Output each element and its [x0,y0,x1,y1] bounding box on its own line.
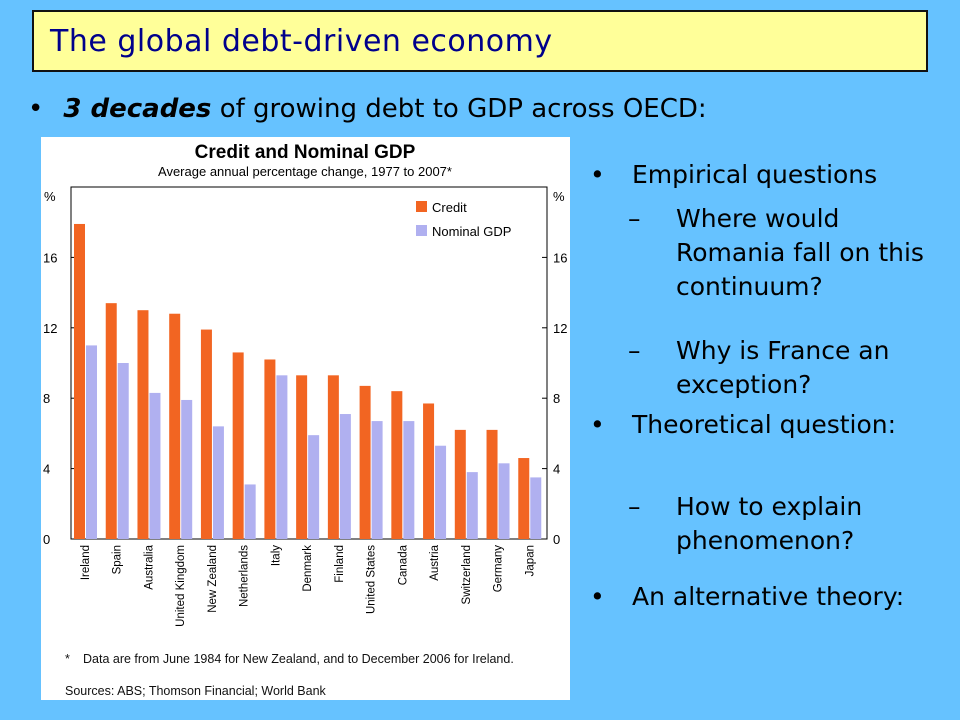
x-tick-label: Italy [270,545,282,566]
bar-nominal-gdp [498,463,510,539]
bar-nominal-gdp [181,399,193,539]
bullet-marker: • [590,160,605,189]
x-tick-label: Switzerland [461,545,473,604]
intro-emphasis: 3 decades [63,94,212,124]
x-tick-label: Spain [112,545,124,574]
x-tick-label: Japan [524,545,536,576]
y-tick-label-left: 0 [43,532,50,547]
bar-nominal-gdp [86,345,97,539]
x-tick-label: United States [366,545,378,614]
bar-credit [518,458,530,539]
bar-nominal-gdp [212,426,224,539]
y-axis-unit-left: % [44,189,56,204]
intro-bullet: • 3 decades of growing debt to GDP across… [28,94,707,124]
x-tick-label: Denmark [302,545,314,592]
bar-nominal-gdp [149,392,161,539]
y-tick-label-right: 8 [553,391,560,406]
legend-swatch [416,201,427,212]
bar-credit [327,375,339,539]
bullet-marker: • [590,582,605,611]
x-tick-label: Australia [143,544,155,589]
x-tick-label: Canada [397,544,409,585]
right-bullet-text: How to explain phenomenon? [676,492,863,555]
bar-credit [169,313,181,539]
right-bullet-text: Empirical questions [632,160,878,189]
y-tick-label-left: 12 [43,321,57,336]
bar-credit [137,310,149,539]
x-tick-label: Germany [493,545,505,593]
x-tick-label: Ireland [80,545,92,580]
right-bullet-text: Where would Romania fall on this continu… [676,204,924,301]
bar-nominal-gdp [466,472,478,539]
chart-panel: Credit and Nominal GDP Average annual per… [41,137,570,700]
chart-sources: Sources: ABS; Thomson Financial; World B… [65,684,326,698]
bar-nominal-gdp [276,375,288,539]
bar-credit [391,391,403,539]
bar-credit [105,303,117,539]
legend-label: Credit [432,200,467,215]
y-tick-label-right: 0 [553,532,560,547]
bar-credit [359,385,371,539]
y-tick-label-right: 12 [553,321,567,336]
bullet-marker: – [628,492,641,521]
bar-nominal-gdp [308,435,320,539]
bar-credit [264,359,276,539]
bar-credit [74,223,85,539]
footnote-text: Data are from June 1984 for New Zealand,… [83,652,514,666]
right-bullet-text: An alternative theory: [632,582,905,611]
title-box: The global debt-driven economy [32,10,928,72]
x-tick-label: Austria [429,544,441,580]
x-tick-label: United Kingdom [175,545,187,627]
bar-nominal-gdp [530,477,542,539]
bar-nominal-gdp [117,363,129,539]
y-axis-unit-right: % [553,189,565,204]
bar-credit [232,352,244,539]
bullet-marker: – [628,336,641,365]
right-bullet-text: Theoretical question: [632,410,897,439]
bullet-marker: – [628,204,641,233]
legend-swatch [416,225,427,236]
bar-credit [454,429,466,539]
bar-nominal-gdp [403,421,415,539]
bar-nominal-gdp [339,414,351,539]
chart-title: Credit and Nominal GDP [195,142,416,163]
footnote-marker: * [65,652,70,666]
chart-subtitle: Average annual percentage change, 1977 t… [158,164,452,179]
bar-nominal-gdp [371,421,383,539]
slide-title: The global debt-driven economy [50,24,553,59]
bullet-marker: • [590,410,605,439]
bar-credit [486,429,498,539]
x-tick-label: Finland [334,545,346,583]
right-bullet-text: Why is France an exception? [676,336,890,399]
bar-credit [200,329,212,539]
bar-nominal-gdp [435,445,447,539]
y-tick-label-right: 4 [553,462,560,477]
legend-label: Nominal GDP [432,224,511,239]
y-tick-label-right: 16 [553,250,567,265]
bar-credit [296,375,308,539]
y-tick-label-left: 16 [43,250,57,265]
x-tick-label: New Zealand [207,545,219,613]
bullet-marker: • [28,94,44,124]
x-tick-label: Netherlands [239,545,251,607]
bar-nominal-gdp [244,484,256,539]
y-tick-label-left: 8 [43,391,50,406]
y-tick-label-left: 4 [43,462,50,477]
intro-text: of growing debt to GDP across OECD: [219,94,707,124]
bar-credit [423,403,435,539]
